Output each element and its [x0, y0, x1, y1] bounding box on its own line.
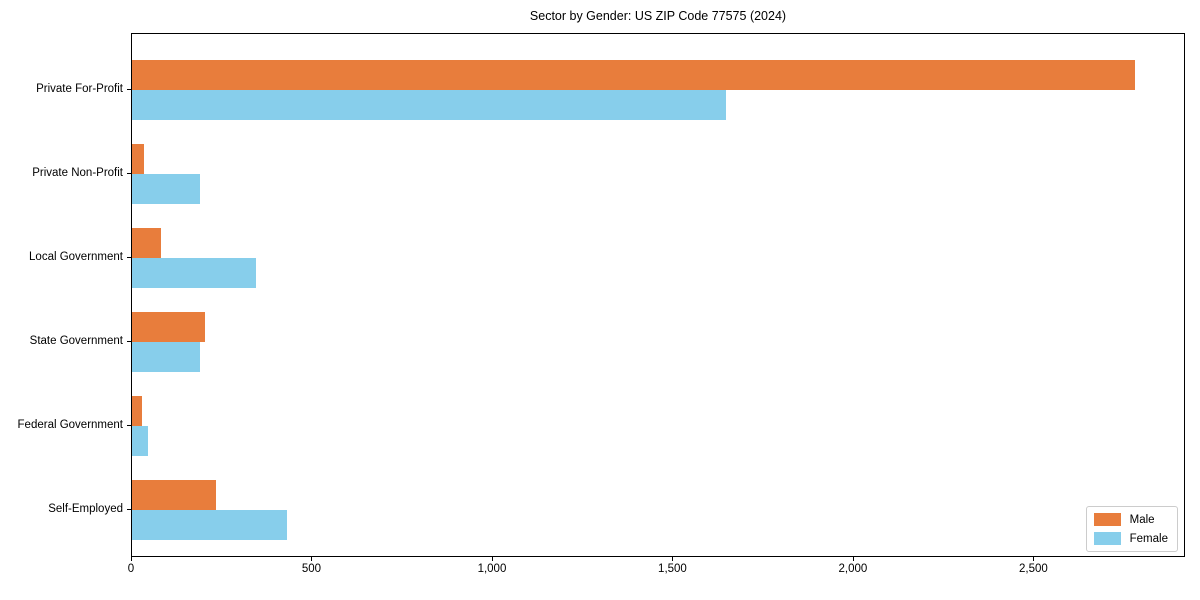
x-tick-label: 2,000: [838, 563, 868, 575]
x-tick-label: 1,500: [658, 563, 687, 575]
y-tick-label: Private Non-Profit: [32, 167, 123, 179]
legend-entry-male: Male: [1093, 513, 1168, 526]
bar-female-4: [132, 342, 200, 372]
legend-swatch-female: [1093, 532, 1121, 545]
y-tick-mark: [127, 89, 131, 90]
legend-entry-female: Female: [1093, 532, 1168, 545]
bar-male-6: [132, 480, 216, 510]
x-tick-mark: [1033, 557, 1035, 561]
bar-male-2: [132, 144, 144, 174]
plot-area: Male Female: [131, 33, 1185, 557]
legend: Male Female: [1085, 506, 1178, 552]
x-tick-mark: [311, 557, 313, 561]
bar-male-5: [132, 396, 142, 426]
y-tick-mark: [127, 509, 131, 510]
x-tick-label: 2,500: [1019, 563, 1048, 575]
x-tick-mark: [131, 557, 132, 561]
bar-female-2: [132, 174, 201, 204]
legend-label: Female: [1129, 532, 1168, 545]
x-tick-mark: [491, 557, 493, 561]
bar-male-3: [132, 228, 161, 258]
legend-swatch-male: [1093, 513, 1121, 526]
y-tick-label: Federal Government: [17, 419, 123, 431]
bar-male-4: [132, 312, 205, 342]
y-tick-mark: [127, 425, 131, 426]
y-tick-mark: [127, 341, 131, 342]
x-tick-mark: [852, 557, 854, 561]
x-tick-label: 500: [301, 563, 322, 575]
y-tick-label: Local Government: [29, 251, 123, 263]
x-tick-label: 1,000: [477, 563, 507, 575]
legend-label: Male: [1129, 513, 1155, 526]
bar-female-6: [132, 510, 287, 540]
bar-female-3: [132, 258, 257, 288]
y-tick-label: State Government: [29, 335, 123, 347]
y-tick-label: Self-Employed: [48, 503, 123, 515]
x-tick-mark: [672, 557, 674, 561]
chart-title: Sector by Gender: US ZIP Code 77575 (202…: [529, 9, 787, 23]
bar-male-1: [132, 60, 1136, 90]
y-tick-mark: [127, 257, 131, 258]
x-tick-label: 0: [127, 563, 135, 575]
y-tick-label: Private For-Profit: [36, 83, 123, 95]
y-tick-mark: [127, 173, 131, 174]
bar-female-1: [132, 90, 727, 120]
bar-female-5: [132, 426, 149, 456]
